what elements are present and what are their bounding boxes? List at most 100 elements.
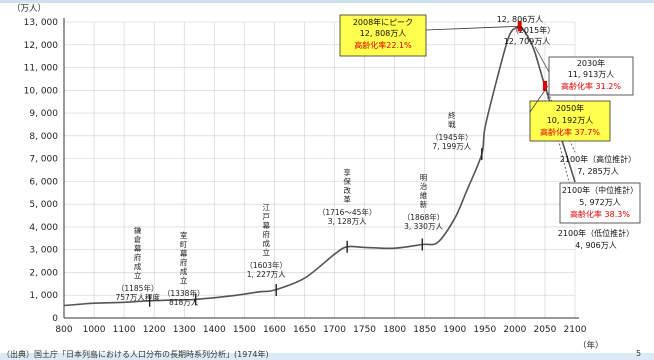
x-tick-label: 1300 <box>173 325 196 335</box>
y2050-callout-line: 10, 192万人 <box>547 116 594 125</box>
y-tick-label: 3, 000 <box>29 246 58 256</box>
y2010-label: 12, 709万人 <box>504 37 551 46</box>
annotation-vertical-char: 府 <box>180 257 188 267</box>
y-tick-label: 10, 000 <box>24 86 59 96</box>
y-tick-label: 2, 000 <box>29 268 58 278</box>
x-tick-label: 1850 <box>413 325 436 335</box>
highlight-marker <box>517 21 522 32</box>
y-tick-labels: 0 1, 000 2, 000 3, 000 4, 000 5, 000 6, 000 7, … <box>24 18 59 324</box>
high-estimate-line: 7, 285万人 <box>577 167 618 176</box>
mid-estimate-line: 2100年（中位推計） <box>562 185 638 195</box>
y-tick-label: 4, 000 <box>29 223 58 233</box>
annotation-vertical-char: 倉 <box>134 234 142 244</box>
y-tick-label: 8, 000 <box>29 132 58 142</box>
top-border <box>0 0 654 3</box>
annotation-vertical-char: 江 <box>262 203 270 212</box>
annotation-vertical-char: 幕 <box>180 248 188 258</box>
annotation-vertical-char: 幕 <box>134 243 142 253</box>
peak-callout-leader <box>425 25 517 31</box>
x-tick-label: 1950 <box>473 325 496 335</box>
x-tick-label: 2050 <box>533 325 556 335</box>
population-line <box>63 23 576 307</box>
annotation-vertical-char: 改 <box>343 185 351 195</box>
x-tick-label: 1200 <box>143 325 166 335</box>
y2030-callout <box>548 56 634 96</box>
y2050-callout <box>529 100 611 142</box>
y-tick-label: 13, 000 <box>24 18 59 28</box>
annotation-vertical-char: 成 <box>262 238 270 248</box>
y2015-label: （2015年） <box>511 25 555 35</box>
annotation-vertical-char: 享 <box>343 167 351 177</box>
y2030-leader <box>534 46 550 73</box>
x-axis-unit: （年） <box>578 340 604 351</box>
y2050-leader <box>529 85 549 113</box>
annotation-vertical-char: 府 <box>262 229 270 239</box>
x-tick-label: 1900 <box>443 325 466 335</box>
annotation-line: 757万人程度 <box>116 292 161 302</box>
annotation-line: 818万人 <box>169 298 199 307</box>
annotation-line: （1338年） <box>163 288 205 298</box>
y-tick-label: 0 <box>52 314 58 324</box>
annotation-line: 7, 199万人 <box>432 142 471 151</box>
annotation-vertical-char: 鎌 <box>134 225 142 235</box>
bottom-border <box>0 353 654 360</box>
peak-callout-rate: 高齢化率22.1% <box>354 40 412 50</box>
annotation-vertical-char: 新 <box>420 199 428 209</box>
annotation-vertical-char: 維 <box>420 190 428 200</box>
x-tick-label: 1600 <box>263 325 286 335</box>
y-axis-unit: （万人） <box>12 3 46 14</box>
y2030-callout-line: 11, 913万人 <box>568 70 615 79</box>
y2030-callout-line: 2030年 <box>577 58 605 68</box>
annotation-line: （1716～45年） <box>318 207 377 217</box>
annotation-vertical-char: 革 <box>343 194 351 204</box>
x-tick-label: 1100 <box>113 325 136 335</box>
peak-callout-line: 2008年にピーク <box>353 17 413 27</box>
y-tick-label: 7, 000 <box>29 155 58 165</box>
mid-estimate-line: 5, 972万人 <box>579 198 620 207</box>
y-tick-label: 6, 000 <box>29 177 58 187</box>
annotation-vertical-char: 終 <box>448 110 456 120</box>
annotation-vertical-char: 立 <box>180 275 188 285</box>
x-tick-label: 800 <box>55 325 72 335</box>
gridlines <box>64 21 576 318</box>
annotations: 鎌倉幕府成立（1185年）757万人程度室町幕府成立（1338年）818万人江戸… <box>116 110 473 307</box>
x-tick-label: 1400 <box>203 325 226 335</box>
x-tick-label: 1800 <box>383 325 406 335</box>
annotation-vertical-char: 府 <box>134 252 142 262</box>
annotation-vertical-char: 幕 <box>262 220 270 230</box>
x-tick-label: 1000 <box>83 325 106 335</box>
y-tick-label: 1, 000 <box>29 291 58 301</box>
low-estimate-line: 2100年（低位推計） <box>558 228 634 238</box>
y-tick-label: 9, 000 <box>29 109 58 119</box>
annotation-vertical-char: 成 <box>180 266 188 276</box>
annotation-line: （1945年） <box>431 132 473 142</box>
peak-callout <box>339 14 427 57</box>
annotation-vertical-char: 室 <box>180 230 188 240</box>
highlight-marker <box>542 80 547 91</box>
annotation-vertical-char: 明 <box>420 173 428 182</box>
annotation-vertical-char: 戦 <box>448 119 456 129</box>
mid-estimate-callout <box>559 182 641 224</box>
annotation-line: （1603年） <box>245 260 287 270</box>
high-estimate-line: 2100年（高位推計） <box>560 154 636 164</box>
y-tick-label: 11, 000 <box>24 64 59 74</box>
annotation-vertical-char: 立 <box>134 270 142 280</box>
x-tick-label: 1650 <box>293 325 316 335</box>
annotation-vertical-char: 立 <box>262 247 270 257</box>
x-tick-label: 1700 <box>323 325 346 335</box>
source-note: （出典）国土庁「日本列島における人口分布の長期時系列分析」(1974年) <box>2 349 269 359</box>
low-estimate-line: 4, 906万人 <box>575 241 616 250</box>
annotation-line: （1868年） <box>403 212 445 222</box>
x-tick-labels: 800 1000 1100 1200 1300 1400 1500 1600 1650 1700 1… <box>55 325 586 335</box>
y2015-label: 12, 806万人 <box>497 15 544 24</box>
y2050-callout-line: 2050年 <box>556 103 584 113</box>
annotation-vertical-char: 治 <box>420 181 428 191</box>
y-tick-label: 5, 000 <box>29 200 58 210</box>
x-tick-label: 1500 <box>233 325 256 335</box>
x-tick-label: 2100 <box>564 325 587 335</box>
annotation-vertical-char: 町 <box>180 240 188 249</box>
annotation-vertical-char: 保 <box>343 177 351 186</box>
annotation-line: 3, 330万人 <box>404 222 443 231</box>
